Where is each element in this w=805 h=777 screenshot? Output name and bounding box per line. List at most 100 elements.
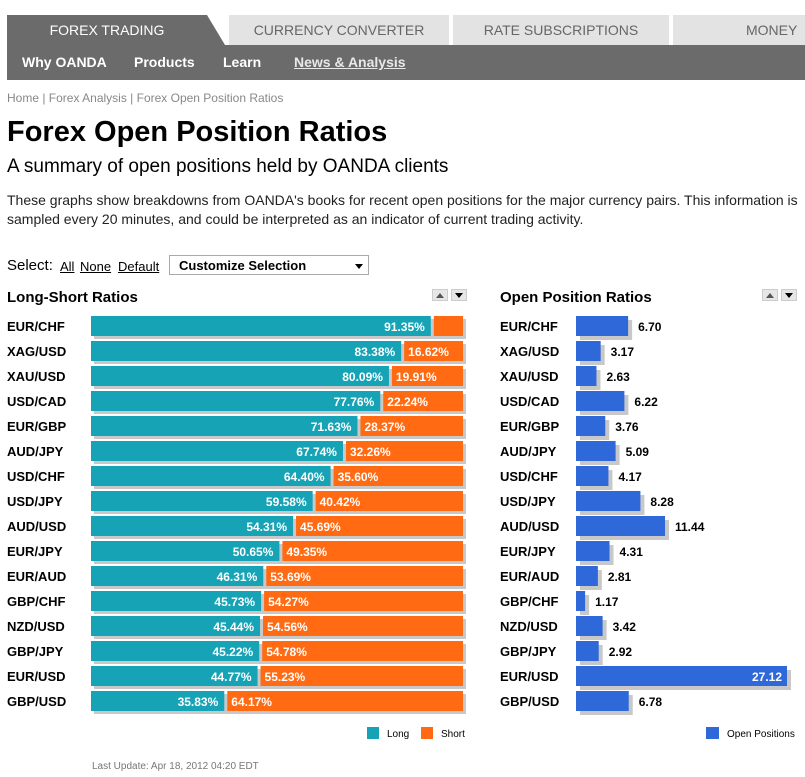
page-subtitle: A summary of open positions held by OAND… [7,156,449,177]
pair-label: USD/CHF [500,469,558,484]
short-value-label: 45.69% [300,520,341,534]
long-value-label: 35.83% [178,695,219,709]
long-value-label: 91.35% [384,320,425,334]
long-bar [91,366,389,386]
pair-label: EUR/GBP [7,419,67,434]
open-position-bar [576,641,599,661]
sort-up-button[interactable] [432,289,448,301]
long-value-label: 45.44% [213,620,254,634]
subnav-why-oanda[interactable]: Why OANDA [22,54,107,70]
open-position-bar [576,366,597,386]
main-tabs: FOREX TRADING CURRENCY CONVERTER RATE SU… [7,15,805,68]
select-all-link[interactable]: All [60,259,75,274]
sort-up-button[interactable] [762,289,778,301]
tab-forex-trading[interactable]: FOREX TRADING [7,15,225,45]
select-none-link[interactable]: None [80,259,112,274]
pair-label: GBP/CHF [500,594,559,609]
short-value-label: 54.27% [268,595,309,609]
short-bar [266,566,463,586]
short-bar [264,591,463,611]
pair-label: EUR/USD [7,669,66,684]
open-position-value: 8.28 [650,495,674,509]
open-position-value: 3.42 [613,620,637,634]
open-position-value: 6.78 [639,695,663,709]
select-default-link[interactable]: Default [118,259,160,274]
sort-down-button[interactable] [781,289,797,301]
tab-currency-converter[interactable]: CURRENCY CONVERTER [229,15,449,45]
short-bar [315,491,463,511]
pair-label: EUR/AUD [500,569,559,584]
short-value-label: 54.56% [267,620,308,634]
long-value-label: 50.65% [233,545,274,559]
pair-label: EUR/GBP [500,419,560,434]
pair-label: EUR/AUD [7,569,66,584]
breadcrumb[interactable]: Home | Forex Analysis | Forex Open Posit… [7,91,284,105]
open-position-value: 3.17 [611,345,635,359]
pair-label: NZD/USD [7,619,65,634]
long-value-label: 80.09% [342,370,383,384]
open-position-bar [576,541,610,561]
legend-short-swatch [421,727,433,739]
short-value-label: 32.26% [350,445,391,459]
long-bar [91,441,343,461]
open-position-bar [576,391,625,411]
long-bar [91,666,258,686]
pair-label: USD/CHF [7,469,65,484]
customize-selection-dropdown[interactable]: Customize Selection [169,255,369,275]
long-bar [91,391,381,411]
short-value-label: 49.35% [286,545,327,559]
triangle-up-icon [766,293,774,298]
tab-rate-subscriptions[interactable]: RATE SUBSCRIPTIONS [453,15,669,45]
long-short-title: Long-Short Ratios [7,289,138,306]
triangle-up-icon [436,293,444,298]
short-bar [345,441,463,461]
open-position-value: 27.12 [752,670,782,684]
pair-label: XAG/USD [7,344,66,359]
open-position-bar [576,616,603,636]
short-bar [263,616,463,636]
triangle-down-icon [455,293,463,298]
pair-label: USD/JPY [7,494,63,509]
tab-label: FOREX TRADING [49,22,165,38]
pair-label: EUR/CHF [500,319,558,334]
long-value-label: 59.58% [266,495,307,509]
short-value-label: 19.91% [396,370,437,384]
select-label: Select: [7,257,53,274]
subnav-products[interactable]: Products [134,54,195,70]
pair-label: GBP/JPY [500,644,557,659]
long-bar [91,416,358,436]
short-bar [333,466,463,486]
long-bar [91,466,331,486]
legend-open-swatch [706,727,719,739]
open-position-value: 2.81 [608,570,632,584]
open-position-value: 2.92 [609,645,633,659]
pair-label: GBP/JPY [7,644,64,659]
short-bar [383,391,463,411]
chevron-down-icon [355,264,363,269]
sort-down-button[interactable] [451,289,467,301]
sub-navigation: Why OANDA Products Learn News & Analysis [7,45,805,80]
short-bar [433,316,463,336]
long-bar [91,316,431,336]
long-bar [91,341,402,361]
long-value-label: 45.73% [214,595,255,609]
long-value-label: 54.31% [246,520,287,534]
open-position-bar [576,491,641,511]
long-bar [91,516,294,536]
open-position-value: 5.09 [626,445,650,459]
long-bar [91,541,280,561]
last-update: Last Update: Apr 18, 2012 04:20 EDT [92,761,259,772]
pair-label: USD/CAD [500,394,559,409]
long-value-label: 46.31% [217,570,258,584]
subnav-news-analysis[interactable]: News & Analysis [294,54,406,70]
open-position-bar [576,691,629,711]
pair-label: EUR/JPY [500,544,556,559]
pair-label: XAG/USD [500,344,559,359]
short-value-label: 64.17% [231,695,272,709]
page-title: Forex Open Position Ratios [7,116,388,148]
short-value-label: 53.69% [270,570,311,584]
subnav-learn[interactable]: Learn [223,54,262,70]
open-position-bar [576,416,606,436]
short-bar [260,666,463,686]
